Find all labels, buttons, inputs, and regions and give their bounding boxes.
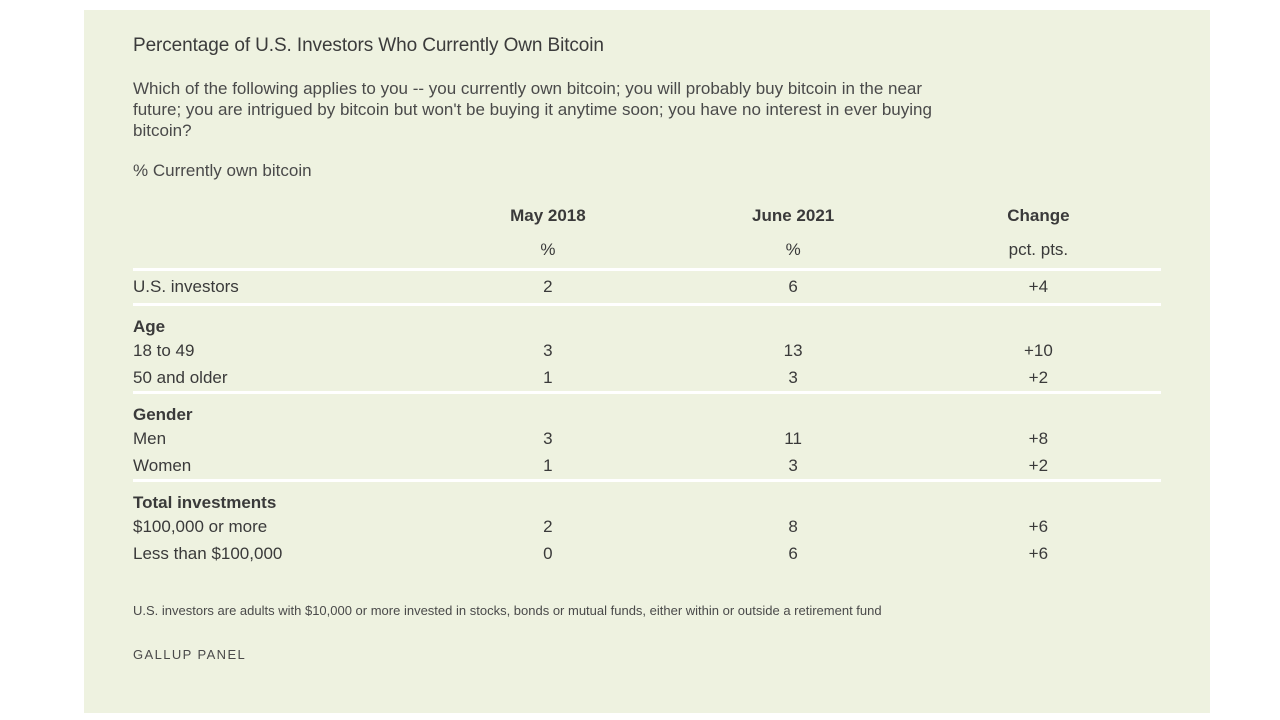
table-cell: 0 bbox=[543, 543, 553, 563]
column-subheader: % bbox=[540, 240, 556, 259]
table-row: Women 1 3 +2 bbox=[133, 452, 1161, 481]
row-label: 18 to 49 bbox=[133, 340, 195, 360]
table-cell: 6 bbox=[788, 543, 798, 563]
table-cell: 3 bbox=[788, 367, 798, 387]
row-divider bbox=[133, 268, 1161, 272]
table-cell: 8 bbox=[788, 516, 798, 536]
row-divider bbox=[133, 391, 1161, 395]
table-cell: 3 bbox=[788, 455, 798, 475]
group-heading: Gender bbox=[133, 405, 193, 424]
row-label: Women bbox=[133, 455, 192, 475]
row-label: Men bbox=[133, 428, 167, 448]
header-blank bbox=[133, 200, 425, 232]
table-cell: +2 bbox=[1028, 367, 1049, 387]
group-heading: Age bbox=[133, 317, 166, 336]
table-cell: 2 bbox=[543, 277, 553, 296]
table-cell: 3 bbox=[543, 340, 553, 360]
column-header: Change bbox=[1007, 206, 1070, 225]
table-cell: +6 bbox=[1028, 516, 1049, 536]
table-row: Men 3 11 +8 bbox=[133, 425, 1161, 452]
chart-title: Percentage of U.S. Investors Who Current… bbox=[133, 35, 604, 56]
table-cell: 2 bbox=[543, 516, 553, 536]
chart-panel bbox=[84, 10, 1210, 713]
row-divider bbox=[133, 479, 1161, 483]
subheader-row: % % pct. pts. bbox=[133, 232, 1161, 270]
column-header: June 2021 bbox=[752, 206, 835, 225]
table-cell: 11 bbox=[784, 428, 802, 448]
column-subheader: % bbox=[785, 240, 801, 259]
table-cell: 3 bbox=[543, 428, 553, 448]
group-heading-row: Gender bbox=[133, 394, 1161, 425]
column-header: May 2018 bbox=[510, 206, 586, 225]
survey-question: Which of the following applies to you --… bbox=[133, 79, 932, 140]
row-label: Less than $100,000 bbox=[133, 543, 283, 563]
table-row: $100,000 or more 2 8 +6 bbox=[133, 513, 1161, 540]
data-table: May 2018 June 2021 Change % % pct. pts. … bbox=[133, 200, 1161, 567]
header-row: May 2018 June 2021 Change bbox=[133, 200, 1161, 232]
table-cell: 1 bbox=[543, 455, 553, 475]
table-row: 50 and older 1 3 +2 bbox=[133, 364, 1161, 393]
table-row: Less than $100,000 0 6 +6 bbox=[133, 540, 1161, 567]
table-cell: 1 bbox=[543, 367, 553, 387]
table-row: U.S. investors 2 6 +4 bbox=[133, 271, 1161, 305]
row-label: $100,000 or more bbox=[133, 516, 268, 536]
group-heading: Total investments bbox=[133, 493, 277, 512]
table-cell: +6 bbox=[1028, 543, 1049, 563]
table-row: 18 to 49 3 13 +10 bbox=[133, 337, 1161, 364]
table-cell: +2 bbox=[1028, 455, 1049, 475]
row-divider bbox=[133, 303, 1161, 307]
row-label: U.S. investors bbox=[133, 277, 239, 296]
table-cell: +4 bbox=[1028, 277, 1049, 296]
unit-label: % Currently own bitcoin bbox=[133, 161, 312, 180]
group-heading-row: Age bbox=[133, 306, 1161, 337]
table-cell: 13 bbox=[783, 340, 803, 360]
footnote: U.S. investors are adults with $10,000 o… bbox=[133, 603, 882, 618]
column-subheader: pct. pts. bbox=[1008, 240, 1069, 259]
table-cell: 6 bbox=[788, 277, 798, 296]
table-cell: +10 bbox=[1023, 340, 1053, 360]
row-label: 50 and older bbox=[133, 367, 228, 387]
group-heading-row: Total investments bbox=[133, 482, 1161, 513]
table-cell: +8 bbox=[1028, 428, 1049, 448]
source-label: GALLUP PANEL bbox=[133, 647, 247, 662]
